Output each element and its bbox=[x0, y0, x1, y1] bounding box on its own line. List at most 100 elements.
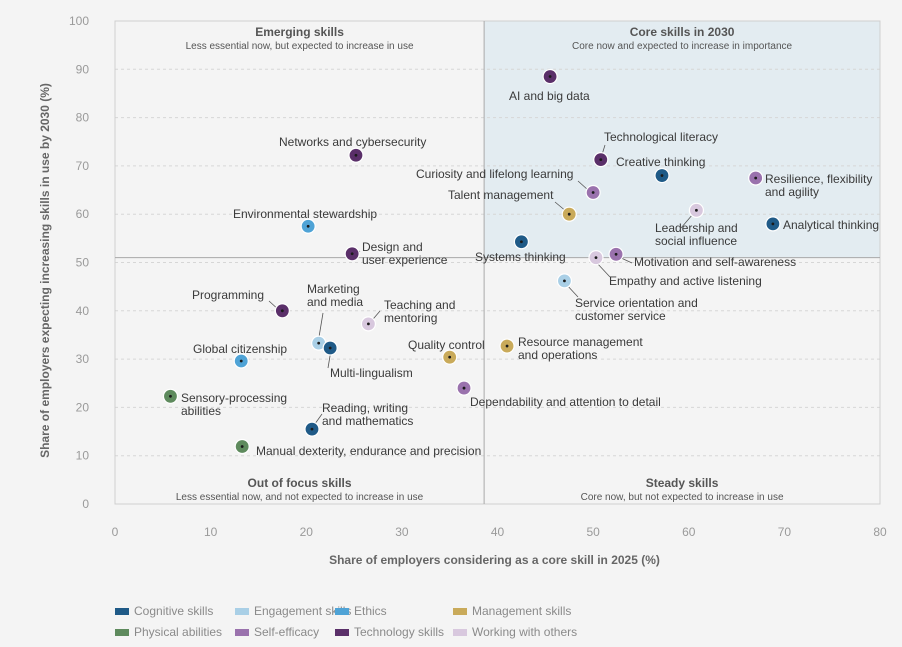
data-point-center bbox=[350, 252, 354, 256]
data-point-center bbox=[754, 176, 758, 180]
data-point-label: Service orientation and bbox=[575, 296, 698, 310]
legend-label: Engagement skills bbox=[254, 604, 352, 618]
y-tick-label: 60 bbox=[76, 207, 90, 221]
data-point-label: Manual dexterity, endurance and precisio… bbox=[256, 444, 481, 458]
y-tick-label: 40 bbox=[76, 304, 90, 318]
data-point-label: Quality control bbox=[408, 338, 485, 352]
data-point-label: Systems thinking bbox=[475, 250, 566, 264]
y-tick-label: 20 bbox=[76, 400, 90, 414]
legend-item: Self-efficacy bbox=[235, 625, 319, 639]
data-point-label: Analytical thinking bbox=[783, 218, 879, 232]
x-tick-label: 30 bbox=[395, 525, 409, 539]
x-tick-label: 50 bbox=[586, 525, 600, 539]
data-point-label: Talent management bbox=[448, 188, 554, 202]
data-point-center bbox=[239, 359, 243, 363]
quadrant-subtitle: Less essential now, but expected to incr… bbox=[186, 41, 414, 52]
legend-label: Working with others bbox=[472, 625, 578, 639]
data-point-center bbox=[462, 386, 466, 390]
data-point-center bbox=[520, 240, 523, 244]
data-point-center bbox=[695, 208, 698, 212]
legend-label: Technology skills bbox=[354, 625, 445, 639]
y-axis-title: Share of employers expecting increasing … bbox=[38, 83, 52, 458]
data-point-label: mentoring bbox=[384, 311, 437, 325]
data-point-label: Leadership and bbox=[655, 221, 738, 235]
data-point-center bbox=[563, 279, 566, 283]
data-point-label: Design and bbox=[362, 240, 423, 254]
quadrant-title: Emerging skills bbox=[255, 25, 344, 39]
y-tick-label: 80 bbox=[76, 111, 90, 125]
x-tick-label: 80 bbox=[873, 525, 887, 539]
legend-label: Self-efficacy bbox=[254, 625, 320, 639]
data-point-label: and agility bbox=[765, 185, 819, 199]
data-point-center bbox=[367, 322, 370, 326]
legend-swatch bbox=[115, 607, 129, 615]
data-point-label: abilities bbox=[181, 404, 221, 418]
quadrant-title: Core skills in 2030 bbox=[630, 25, 735, 39]
data-point-center bbox=[169, 394, 172, 398]
quadrant-title: Out of focus skills bbox=[248, 476, 352, 490]
data-point-label: Creative thinking bbox=[616, 155, 705, 169]
x-tick-label: 70 bbox=[778, 525, 792, 539]
legend-label: Management skills bbox=[472, 604, 572, 618]
y-tick-label: 30 bbox=[76, 352, 90, 366]
label-leader-line bbox=[577, 180, 589, 191]
data-point-center bbox=[306, 224, 310, 228]
quadrant-subtitle: Core now, but not expected to increase i… bbox=[581, 492, 784, 503]
y-tick-label: 90 bbox=[76, 62, 90, 76]
data-point-label: user experience bbox=[362, 253, 448, 267]
data-point-label: Marketing bbox=[307, 282, 360, 296]
data-point-center bbox=[614, 252, 618, 256]
data-point-label: Environmental stewardship bbox=[233, 207, 377, 221]
core-quadrant-shade bbox=[484, 21, 880, 258]
data-point-label: social influence bbox=[655, 234, 737, 248]
data-point-center bbox=[548, 75, 552, 78]
data-point-label: and media bbox=[307, 295, 363, 309]
y-tick-label: 100 bbox=[69, 14, 89, 28]
legend-item: Physical abilities bbox=[115, 625, 222, 639]
quadrant-subtitle: Core now and expected to increase in imp… bbox=[572, 41, 793, 52]
legend-item: Working with others bbox=[453, 625, 577, 639]
data-point-label: AI and big data bbox=[509, 89, 590, 103]
data-point-label: Networks and cybersecurity bbox=[279, 135, 426, 149]
y-tick-label: 70 bbox=[76, 159, 90, 173]
data-point-label: Motivation and self-awareness bbox=[634, 255, 796, 269]
data-point-center bbox=[591, 191, 595, 194]
legend-item: Cognitive skills bbox=[115, 604, 213, 618]
legend-swatch bbox=[235, 607, 249, 615]
legend-swatch bbox=[453, 607, 467, 615]
plot-border bbox=[114, 20, 881, 505]
data-point-label: Empathy and active listening bbox=[609, 274, 762, 288]
legend-label: Ethics bbox=[354, 604, 387, 618]
legend-swatch bbox=[335, 607, 349, 615]
data-point-label: and mathematics bbox=[322, 414, 413, 428]
data-point-label: Curiosity and lifelong learning bbox=[416, 167, 573, 181]
y-tick-label: 50 bbox=[76, 256, 90, 270]
x-tick-label: 40 bbox=[491, 525, 505, 539]
data-point-label: Resource management bbox=[518, 335, 643, 349]
x-tick-label: 60 bbox=[682, 525, 696, 539]
data-point-label: Global citizenship bbox=[193, 342, 287, 356]
data-point-center bbox=[567, 212, 571, 216]
label-leader-line bbox=[680, 213, 694, 229]
legend-item: Management skills bbox=[453, 604, 571, 618]
data-point-label: Reading, writing bbox=[322, 401, 408, 415]
legend-swatch bbox=[335, 628, 349, 636]
data-point-label: Resilience, flexibility bbox=[765, 172, 872, 186]
legend-item: Engagement skills bbox=[235, 604, 351, 618]
legend-item: Technology skills bbox=[335, 625, 444, 639]
data-point-center bbox=[280, 309, 284, 313]
data-point-center bbox=[594, 256, 598, 260]
x-tick-label: 10 bbox=[204, 525, 218, 539]
data-point-label: and operations bbox=[518, 348, 597, 362]
legend-swatch bbox=[453, 628, 467, 636]
y-tick-label: 10 bbox=[76, 449, 90, 463]
legend-item: Ethics bbox=[335, 604, 387, 618]
data-point-center bbox=[240, 445, 244, 448]
data-point-center bbox=[354, 153, 358, 157]
x-tick-label: 20 bbox=[300, 525, 314, 539]
data-point-center bbox=[599, 158, 603, 162]
data-point-label: Multi-lingualism bbox=[330, 366, 413, 380]
x-axis-title: Share of employers considering as a core… bbox=[329, 553, 660, 567]
legend-swatch bbox=[235, 628, 249, 636]
